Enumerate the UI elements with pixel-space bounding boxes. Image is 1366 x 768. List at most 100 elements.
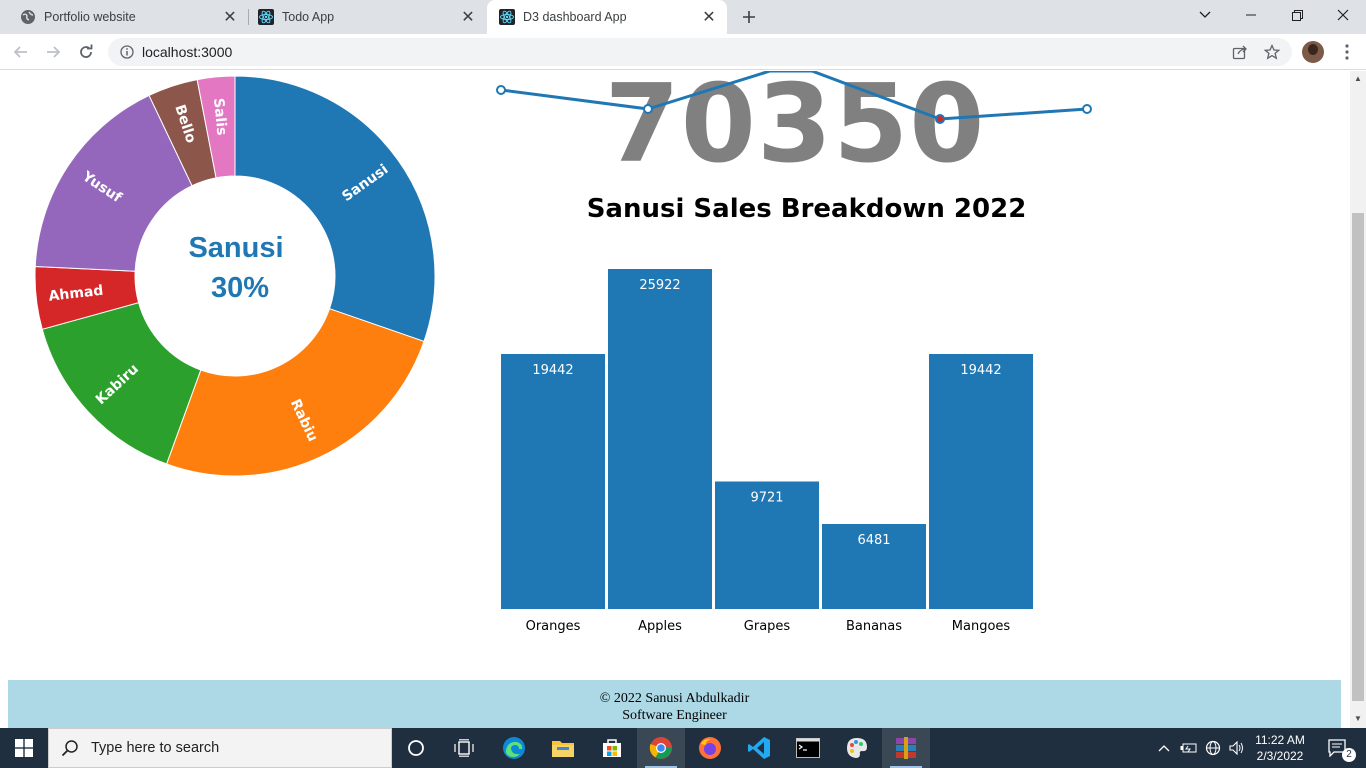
bar-chart: 19442 Oranges 25922 Apples 9721 Grapes 6481 Ban…	[501, 269, 1033, 634]
reload-icon	[80, 44, 93, 58]
share-icon[interactable]	[1232, 44, 1248, 60]
globe-icon	[1205, 740, 1221, 756]
donut-slice-yusuf[interactable]	[34, 94, 193, 272]
page-viewport: Sanusi Rabiu Kabiru Ahmad Yusuf Bello Salis Sa…	[0, 71, 1350, 728]
forward-button[interactable]	[40, 39, 66, 65]
volume-button[interactable]	[1226, 728, 1248, 768]
donut-slice-rabiu[interactable]	[165, 308, 425, 477]
terminal-app[interactable]	[784, 728, 832, 768]
edge-icon	[503, 737, 525, 759]
back-button[interactable]	[8, 39, 34, 65]
close-icon[interactable]: ✕	[702, 9, 716, 26]
x-tick-label: Mangoes	[952, 619, 1011, 634]
chrome-app[interactable]	[637, 728, 685, 768]
start-button[interactable]	[0, 728, 48, 768]
react-icon	[499, 9, 515, 25]
info-icon[interactable]	[120, 45, 134, 59]
arrow-left-icon	[13, 46, 27, 58]
clock-date: 2/3/2022	[1256, 749, 1304, 763]
restore-icon	[1291, 9, 1303, 21]
bar-apples[interactable]	[608, 269, 712, 609]
trend-point-selected[interactable]	[935, 114, 945, 124]
donut-slice-sanusi[interactable]	[234, 75, 436, 343]
taskbar-clock[interactable]: 11:22 AM 2/3/2022	[1246, 732, 1314, 764]
url-text[interactable]: localhost:3000	[142, 44, 233, 60]
page-footer: © 2022 Sanusi Abdulkadir Software Engine…	[8, 680, 1341, 728]
battery-icon	[1180, 743, 1197, 753]
trend-line-chart	[496, 71, 1092, 124]
donut-slice-salis[interactable]	[196, 75, 236, 179]
browser-toolbar: localhost:3000	[0, 34, 1366, 70]
search-icon	[61, 740, 78, 757]
store-app[interactable]	[588, 728, 636, 768]
taskbar-search[interactable]: Type here to search	[48, 728, 392, 768]
bar-mangoes[interactable]	[929, 353, 1033, 609]
terminal-icon	[796, 738, 820, 758]
scroll-up-icon[interactable]: ▲	[1354, 74, 1362, 83]
show-hidden-icons-button[interactable]	[1154, 728, 1174, 768]
bar-value-label: 6481	[857, 533, 890, 548]
chevron-down-icon	[1199, 11, 1211, 18]
vscode-app[interactable]	[735, 728, 783, 768]
chevron-up-icon	[1158, 745, 1170, 752]
profile-avatar[interactable]	[1302, 41, 1324, 63]
firefox-app[interactable]	[686, 728, 734, 768]
trend-point[interactable]	[496, 85, 506, 95]
arrow-right-icon	[47, 46, 61, 58]
reload-button[interactable]	[73, 39, 99, 65]
donut-center-percent: 30%	[210, 272, 270, 304]
tab-d3-dashboard[interactable]: D3 dashboard App ✕	[487, 0, 727, 34]
archive-icon	[896, 737, 916, 759]
star-icon[interactable]	[1264, 44, 1280, 60]
bar-oranges[interactable]	[501, 353, 605, 609]
donut-slice-kabiru[interactable]	[41, 302, 202, 465]
bar-value-label: 25922	[639, 278, 680, 293]
file-explorer-app[interactable]	[539, 728, 587, 768]
windows-logo-icon	[15, 739, 33, 757]
trend-point[interactable]	[1082, 104, 1092, 114]
network-button[interactable]	[1202, 728, 1224, 768]
close-icon[interactable]: ✕	[461, 9, 475, 26]
paint-app[interactable]	[833, 728, 881, 768]
palette-icon	[847, 738, 867, 758]
tab-portfolio[interactable]: Portfolio website ✕	[0, 0, 248, 34]
bar-grapes[interactable]	[715, 481, 819, 609]
close-icon[interactable]: ✕	[223, 9, 237, 26]
minimize-button[interactable]	[1228, 0, 1274, 30]
notification-count-badge: 2	[1342, 748, 1356, 762]
address-bar[interactable]: localhost:3000	[108, 38, 1292, 66]
browser-menu-button[interactable]	[1334, 39, 1360, 65]
notification-icon	[1328, 739, 1346, 757]
trend-line	[500, 71, 1088, 121]
store-icon	[603, 739, 621, 757]
new-tab-button[interactable]	[737, 5, 761, 29]
total-sales-number: 70350	[604, 71, 986, 187]
x-tick-label: Grapes	[744, 619, 791, 634]
tab-separator	[248, 9, 249, 25]
winrar-app[interactable]	[882, 728, 930, 768]
battery-button[interactable]	[1178, 728, 1200, 768]
vscode-icon	[748, 737, 770, 759]
chart-title: Sanusi Sales Breakdown 2022	[586, 194, 1027, 224]
edge-app[interactable]	[490, 728, 538, 768]
tab-todo[interactable]: Todo App ✕	[238, 0, 486, 34]
cortana-button[interactable]	[392, 728, 440, 768]
tab-search-button[interactable]	[1182, 0, 1228, 30]
donut-label: Ahmad	[48, 283, 104, 305]
minimize-icon	[1246, 14, 1256, 16]
bar-bananas[interactable]	[822, 523, 926, 609]
scroll-down-icon[interactable]: ▼	[1354, 714, 1362, 723]
close-icon	[1337, 9, 1349, 21]
scroll-thumb[interactable]	[1352, 213, 1364, 701]
page-scrollbar[interactable]: ▲ ▼	[1350, 71, 1366, 728]
tab-title: D3 dashboard App	[523, 10, 627, 24]
trend-point[interactable]	[643, 104, 653, 114]
donut-center-name: Sanusi	[188, 232, 284, 264]
task-view-button[interactable]	[440, 728, 488, 768]
close-window-button[interactable]	[1320, 0, 1366, 30]
react-icon	[258, 9, 274, 25]
restore-button[interactable]	[1274, 0, 1320, 30]
more-vert-icon	[1345, 44, 1349, 60]
taskbar: Type here to search	[0, 728, 1366, 768]
notifications-button[interactable]: 2	[1318, 728, 1358, 768]
